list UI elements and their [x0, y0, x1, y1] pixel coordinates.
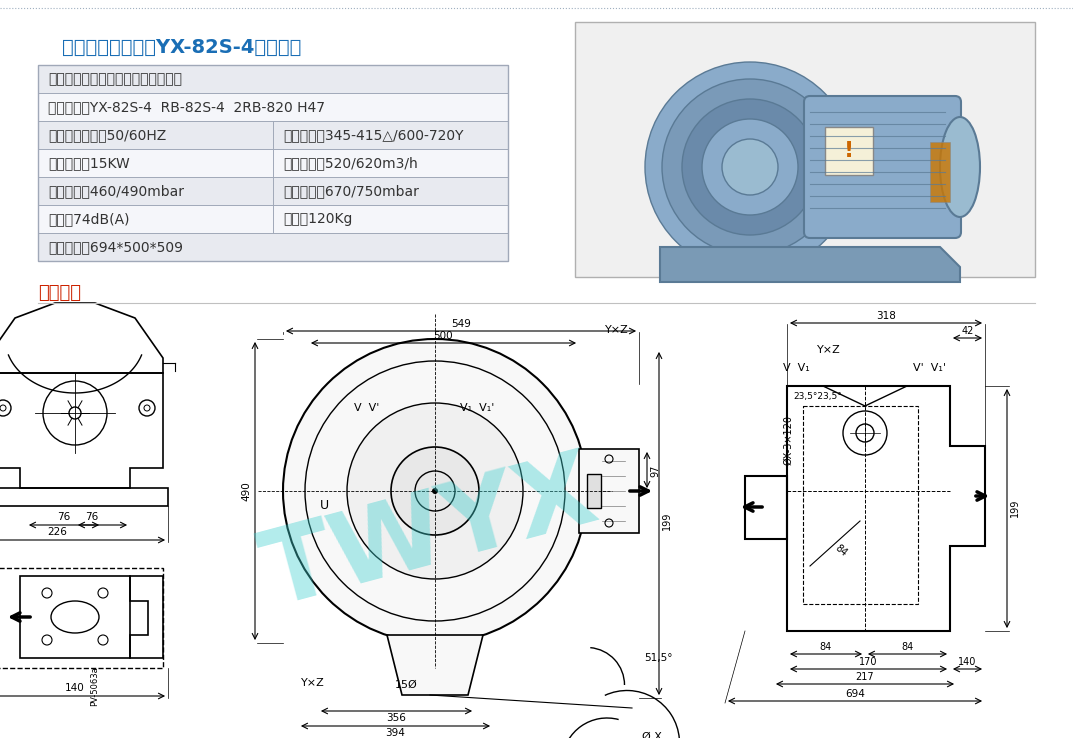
Text: V  V₁: V V₁ [783, 363, 810, 373]
Polygon shape [660, 247, 960, 282]
Text: 318: 318 [876, 311, 896, 321]
Text: 84: 84 [901, 642, 913, 652]
Ellipse shape [940, 117, 980, 217]
Text: 重量：120Kg: 重量：120Kg [283, 212, 352, 226]
Text: 详细信息: 详细信息 [38, 284, 80, 302]
Text: 额定功率：15KW: 额定功率：15KW [48, 156, 130, 170]
FancyBboxPatch shape [38, 65, 508, 93]
Text: 97: 97 [650, 465, 660, 477]
Text: 外型尺寸：694*500*509: 外型尺寸：694*500*509 [48, 240, 183, 254]
Text: ØX-3×120: ØX-3×120 [783, 415, 793, 465]
Text: 170: 170 [859, 657, 878, 667]
Text: Y×Z: Y×Z [302, 678, 325, 688]
Text: Y×Z: Y×Z [605, 325, 629, 335]
Text: 140: 140 [958, 657, 976, 667]
Text: 84: 84 [820, 642, 833, 652]
Circle shape [722, 139, 778, 195]
Text: 最大流量：520/620m3/h: 最大流量：520/620m3/h [283, 156, 417, 170]
Text: 199: 199 [662, 512, 672, 530]
Polygon shape [579, 449, 640, 533]
Circle shape [347, 403, 523, 579]
Text: 51,5°: 51,5° [644, 653, 673, 663]
Text: 所属分类：《双段高压旋涡风机系列: 所属分类：《双段高压旋涡风机系列 [48, 72, 182, 86]
FancyBboxPatch shape [38, 205, 508, 233]
Text: !: ! [844, 141, 854, 161]
FancyBboxPatch shape [38, 93, 508, 121]
Text: 产品型号：YX-82S-4  RB-82S-4  2RB-820 H47: 产品型号：YX-82S-4 RB-82S-4 2RB-820 H47 [48, 100, 325, 114]
Text: 马达相数：三相50/60HZ: 马达相数：三相50/60HZ [48, 128, 166, 142]
FancyBboxPatch shape [38, 233, 508, 261]
Text: 23,5°23,5°: 23,5°23,5° [793, 392, 841, 401]
Text: 549: 549 [451, 319, 471, 329]
Text: 500: 500 [433, 331, 453, 341]
Circle shape [662, 79, 838, 255]
Polygon shape [387, 635, 483, 695]
Text: 输入电压：345-415△/600-720Y: 输入电压：345-415△/600-720Y [283, 128, 464, 142]
FancyBboxPatch shape [930, 142, 950, 202]
Text: 双段高压旋涡风机YX-82S-4（现货）: 双段高压旋涡风机YX-82S-4（现货） [62, 38, 302, 57]
Text: 最大吸力：460/490mbar: 最大吸力：460/490mbar [48, 184, 183, 198]
Text: Y×Z: Y×Z [817, 345, 841, 355]
Circle shape [391, 447, 479, 535]
Text: V  V': V V' [354, 403, 380, 413]
FancyBboxPatch shape [38, 149, 508, 177]
FancyBboxPatch shape [38, 121, 508, 149]
Circle shape [682, 99, 818, 235]
Text: 217: 217 [855, 672, 874, 682]
Text: 最大吹力：670/750mbar: 最大吹力：670/750mbar [283, 184, 418, 198]
FancyBboxPatch shape [587, 474, 601, 508]
FancyBboxPatch shape [825, 127, 873, 175]
Text: 84: 84 [833, 542, 849, 558]
Text: 694: 694 [846, 689, 865, 699]
Text: 76: 76 [86, 512, 99, 522]
Text: 394: 394 [385, 728, 406, 738]
Text: V₁  V₁': V₁ V₁' [460, 403, 495, 413]
Circle shape [645, 62, 855, 272]
Circle shape [702, 119, 798, 215]
Text: 226: 226 [47, 527, 67, 537]
Text: 76: 76 [57, 512, 71, 522]
Text: 15Ø: 15Ø [395, 680, 417, 690]
Text: U: U [320, 499, 329, 512]
Text: 42: 42 [961, 326, 973, 336]
FancyBboxPatch shape [38, 177, 508, 205]
Text: 199: 199 [1010, 499, 1020, 517]
FancyBboxPatch shape [804, 96, 961, 238]
Text: 356: 356 [386, 713, 407, 723]
Text: 490: 490 [241, 481, 251, 501]
Text: PV-5063a: PV-5063a [90, 666, 99, 706]
Circle shape [283, 339, 587, 643]
Text: TWYX: TWYX [252, 442, 608, 628]
Text: Ø X: Ø X [642, 732, 662, 738]
Text: V'  V₁': V' V₁' [913, 363, 946, 373]
FancyBboxPatch shape [575, 22, 1035, 277]
Text: 噪声：74dB(A): 噪声：74dB(A) [48, 212, 130, 226]
Text: 140: 140 [65, 683, 85, 693]
Circle shape [432, 488, 438, 494]
